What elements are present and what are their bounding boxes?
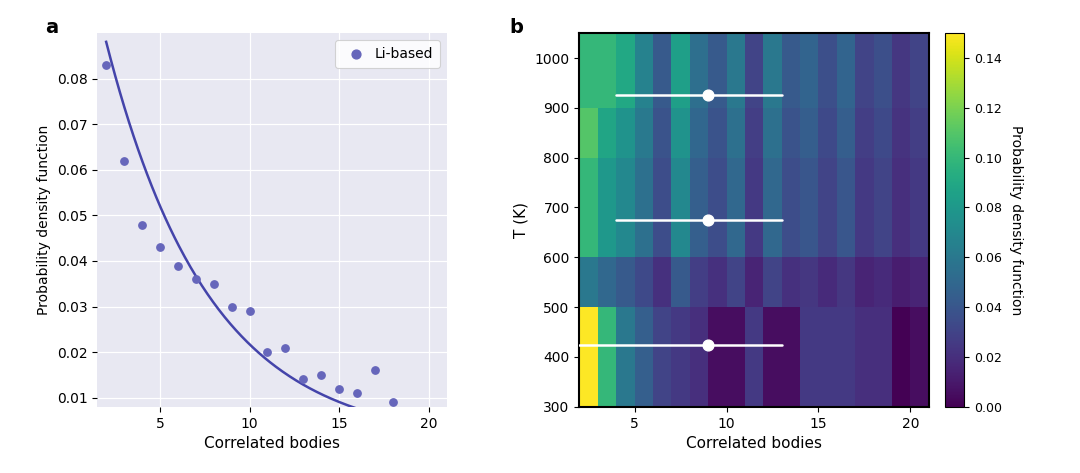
- Li-based: [170, 262, 187, 269]
- Li-based: [295, 376, 312, 383]
- Y-axis label: Probability density function: Probability density function: [1009, 125, 1023, 315]
- Text: b: b: [510, 18, 524, 37]
- Li-based: [151, 244, 168, 251]
- Li-based: [133, 221, 150, 228]
- Li-based: [330, 385, 348, 392]
- Li-based: [276, 344, 294, 351]
- Y-axis label: T (K): T (K): [514, 202, 529, 238]
- Point: [700, 216, 717, 224]
- Y-axis label: Probability density function: Probability density function: [37, 125, 51, 315]
- Li-based: [402, 412, 419, 420]
- Text: a: a: [44, 18, 58, 37]
- Li-based: [241, 307, 258, 315]
- Li-based: [366, 367, 383, 374]
- Li-based: [259, 348, 276, 356]
- X-axis label: Correlated bodies: Correlated bodies: [686, 436, 822, 451]
- X-axis label: Correlated bodies: Correlated bodies: [204, 436, 340, 451]
- Li-based: [116, 157, 133, 165]
- Li-based: [349, 389, 366, 397]
- Li-based: [187, 275, 204, 283]
- Li-based: [384, 398, 402, 406]
- Li-based: [222, 303, 240, 310]
- Point: [700, 92, 717, 99]
- Legend: Li-based: Li-based: [335, 40, 440, 68]
- Li-based: [312, 371, 329, 379]
- Li-based: [205, 280, 222, 288]
- Li-based: [97, 61, 114, 69]
- Li-based: [420, 412, 437, 420]
- Point: [700, 341, 717, 348]
